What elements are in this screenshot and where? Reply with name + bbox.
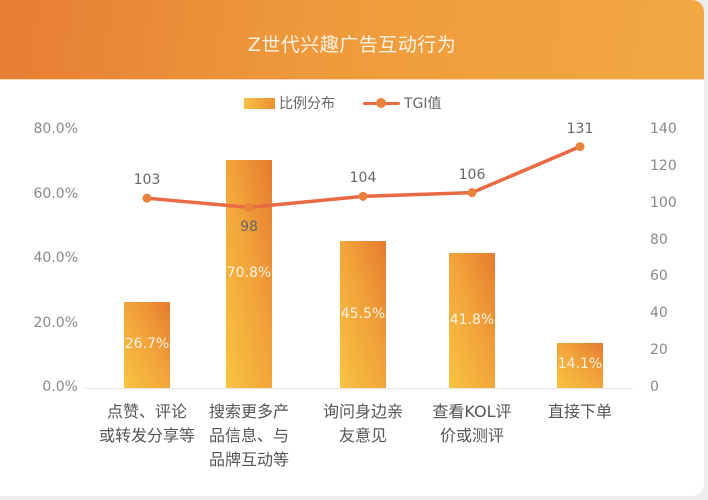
category-label-line: 查看KOL评 <box>432 402 512 421</box>
bar-2 <box>340 241 386 388</box>
legend-bar-label: 比例分布 <box>279 96 335 112</box>
category-label-line: 或转发分享等 <box>98 426 195 445</box>
bar-4 <box>557 342 603 388</box>
tgi-marker-icon <box>244 202 254 212</box>
tgi-marker-icon <box>467 188 477 198</box>
category-label: 点赞、评论或转发分享等 <box>89 400 205 448</box>
tgi-marker-icon <box>358 191 368 201</box>
category-label: 直接下单 <box>522 400 638 424</box>
tgi-value-label: 104 <box>349 170 377 187</box>
category-label: 询问身边亲 友意见 <box>305 400 421 448</box>
category-label-line: 点赞、评论 <box>106 402 187 421</box>
category-label: 搜索更多产品信息、与品牌互动等 <box>191 400 307 472</box>
legend-bar-swatch-icon <box>244 97 275 109</box>
bar-value-label: 70.8% <box>226 264 272 281</box>
bar-value-label: 14.1% <box>557 356 603 373</box>
right-axis-tick: 120 <box>650 157 677 174</box>
right-axis-tick: 100 <box>650 194 677 211</box>
category-label-line: 直接下单 <box>547 402 612 421</box>
bar-value-label: 45.5% <box>340 305 386 322</box>
legend-line-label: TGI值 <box>404 96 442 112</box>
bar-value-label: 41.8% <box>449 311 495 328</box>
category-label-line: 搜索更多产 <box>208 402 289 421</box>
right-axis-tick: 40 <box>650 305 668 322</box>
tgi-marker-icon <box>142 193 152 203</box>
right-axis-tick: 20 <box>650 342 668 359</box>
left-axis-tick: 40.0% <box>33 250 78 266</box>
category-label-line: 询问身边亲 <box>322 402 403 421</box>
category-label-line: 友意见 <box>338 426 387 445</box>
tgi-marker-icon <box>575 142 585 152</box>
legend-line-swatch-icon <box>363 97 400 109</box>
bar-0 <box>124 301 170 388</box>
category-label-line: 品牌互动等 <box>208 450 289 469</box>
left-axis-tick: 0.0% <box>42 379 78 395</box>
right-axis-tick: 60 <box>650 268 668 285</box>
right-axis-tick: 80 <box>650 231 668 248</box>
tgi-value-label: 131 <box>566 120 594 137</box>
right-axis-tick: 0 <box>650 379 659 395</box>
chart-header: Z世代兴趣广告互动行为 <box>0 0 704 80</box>
tgi-value-label: 103 <box>133 172 161 189</box>
chart-title: Z世代兴趣广告互动行为 <box>247 34 457 56</box>
category-label-line: 品信息、与 <box>208 426 289 445</box>
right-axis-tick: 140 <box>650 121 677 137</box>
tgi-value-label: 98 <box>240 219 258 236</box>
x-axis-line <box>85 388 633 389</box>
left-axis-tick: 20.0% <box>33 314 78 331</box>
chart-legend: 比例分布 TGI值 <box>244 94 442 112</box>
left-axis-tick: 80.0% <box>33 121 78 137</box>
category-label-line: 价或测评 <box>439 426 504 445</box>
bar-3 <box>449 253 495 388</box>
bar-value-label: 26.7% <box>124 335 170 352</box>
tgi-value-label: 106 <box>458 166 486 183</box>
category-label: 查看KOL评 价或测评 <box>414 400 530 448</box>
bar-1 <box>226 159 272 388</box>
left-axis-tick: 60.0% <box>33 185 78 202</box>
